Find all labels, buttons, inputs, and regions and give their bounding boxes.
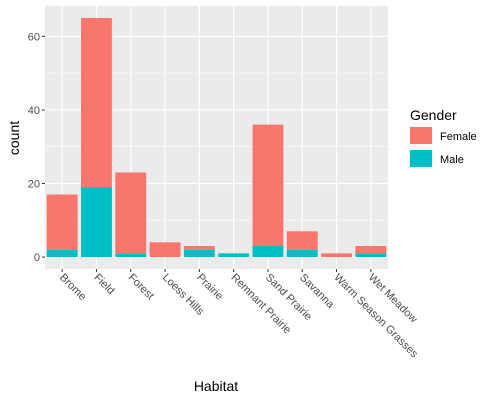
bar-female-brome: [46, 194, 78, 250]
bar-male-remnant-prairie: [218, 253, 250, 258]
legend-title: Gender: [410, 107, 457, 123]
y-axis-ticks: 0 20 40 60: [28, 31, 45, 264]
bar-female-warm-season-grasses: [321, 253, 352, 258]
y-axis-title: count: [6, 121, 22, 155]
bars: [46, 17, 387, 258]
bar-female-forest: [115, 172, 147, 254]
bar-female-loess-hills: [149, 242, 181, 258]
legend-key-female: [410, 127, 432, 144]
bar-female-wet-meadow: [355, 246, 387, 254]
bar-male-brome: [46, 249, 78, 258]
legend-label-female: Female: [440, 131, 477, 143]
x-axis-title: Habitat: [194, 378, 238, 394]
x-tick-label: Forest: [126, 272, 157, 303]
bar-female-savanna: [286, 231, 318, 250]
legend: Gender Female Male: [410, 107, 477, 167]
y-tick-label: 20: [28, 178, 40, 190]
y-tick-label: 0: [34, 252, 40, 264]
bar-male-field: [81, 187, 112, 258]
bar-male-forest: [115, 253, 147, 258]
bar-male-sand-prairie: [252, 246, 284, 258]
bar-female-field: [81, 17, 112, 188]
bar-male-wet-meadow: [355, 253, 387, 258]
y-tick-label: 60: [28, 31, 40, 43]
x-tick-label: Brome: [57, 272, 88, 303]
x-tick-label: Prairie: [194, 272, 225, 303]
y-tick-label: 40: [28, 105, 40, 117]
bar-male-prairie: [183, 249, 215, 258]
bar-female-prairie: [183, 246, 215, 250]
bar-female-sand-prairie: [252, 124, 284, 247]
legend-key-male: [410, 150, 432, 167]
bar-male-savanna: [286, 249, 318, 258]
legend-label-male: Male: [440, 154, 464, 166]
x-tick-label: Remnant Prairie: [229, 272, 294, 337]
x-tick-label: Field: [91, 272, 116, 297]
